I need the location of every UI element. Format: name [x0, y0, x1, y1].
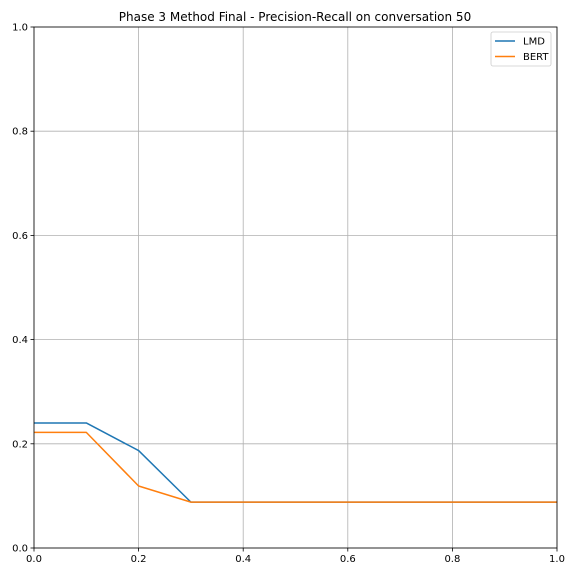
y-tick-label: 1.0	[12, 23, 28, 34]
x-tick-label: 0.0	[26, 554, 42, 565]
y-tick-label: 0.6	[12, 231, 28, 242]
chart-title: Phase 3 Method Final - Precision-Recall …	[119, 10, 471, 24]
series-lines	[34, 422, 557, 503]
axis-ticks: 0.0 0.2 0.4 0.6 0.8 1.0 0.0 0.2 0.4 0.6 0.8 1.0	[12, 23, 565, 566]
legend-label-lmd: LMD	[523, 37, 545, 48]
plot-frame	[33, 26, 558, 549]
y-tick-label: 0.4	[12, 335, 28, 346]
legend: LMD BERT	[490, 31, 552, 67]
y-tick-label: 0.2	[12, 439, 28, 450]
x-tick-label: 0.2	[131, 554, 147, 565]
y-tick-label: 0.8	[12, 127, 28, 138]
x-tick-label: 1.0	[549, 554, 565, 565]
x-tick-label: 0.8	[444, 554, 460, 565]
x-tick-label: 0.6	[340, 554, 356, 565]
x-tick-label: 0.4	[235, 554, 251, 565]
y-tick-label: 0.0	[12, 544, 28, 555]
legend-label-bert: BERT	[523, 52, 549, 63]
series-line-bert	[34, 431, 557, 503]
